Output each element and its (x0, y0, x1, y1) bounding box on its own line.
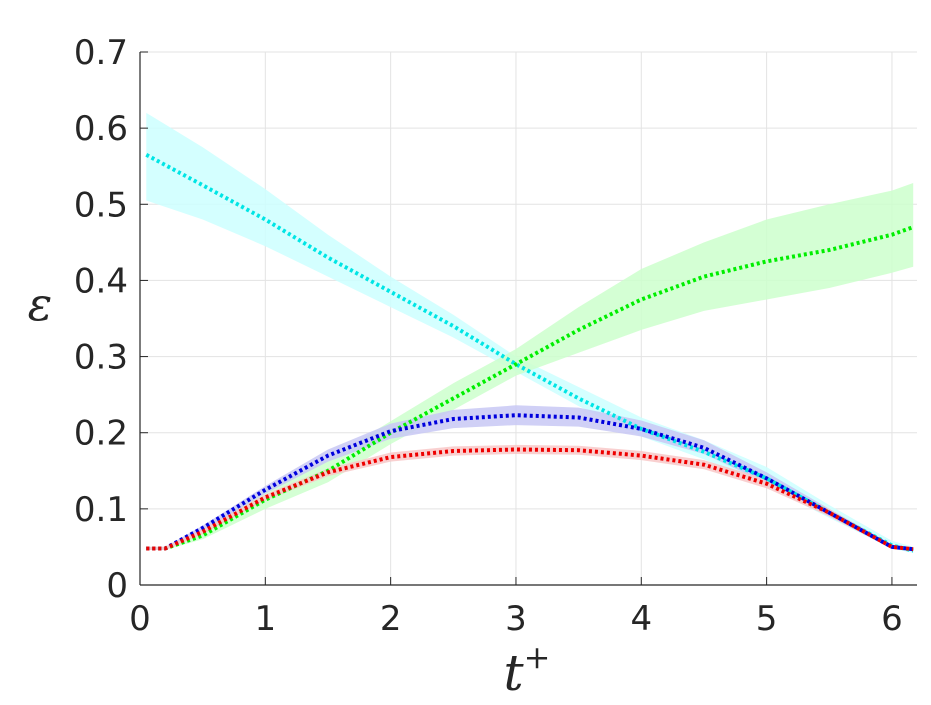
confidence-band-0 (146, 112, 914, 554)
y-tick-label: 0.3 (74, 338, 128, 378)
series-lines (145, 153, 914, 553)
x-tick-label: 0 (129, 599, 151, 639)
confidence-band-1 (146, 183, 914, 550)
y-tick-label: 0.6 (74, 109, 128, 149)
confidence-band-2 (146, 405, 914, 551)
y-tick-label: 0.7 (74, 33, 128, 73)
y-tick-label: 0.2 (74, 414, 128, 454)
x-tick-label: 3 (505, 599, 527, 639)
x-axis-label: t+ (504, 638, 551, 702)
series-line-3 (146, 447, 914, 552)
x-tick-label: 1 (255, 599, 277, 639)
series-line-2 (146, 413, 914, 552)
y-axis-label: ε (28, 277, 53, 331)
x-tick-label: 5 (756, 599, 778, 639)
tick-labels: 0 1 2 3 4 5 6 0 0.1 0.2 0.3 0.4 0.5 0.6 0.7 (74, 33, 903, 639)
y-tick-label: 0 (106, 566, 128, 606)
axes (139, 51, 917, 586)
x-tick-label: 6 (881, 599, 903, 639)
y-tick-label: 0.4 (74, 261, 128, 301)
y-tick-label: 0.5 (74, 185, 128, 225)
series-line-1 (146, 225, 914, 551)
y-tick-label: 0.1 (74, 490, 128, 530)
x-tick-label: 4 (630, 599, 652, 639)
confidence-bands (146, 112, 914, 554)
x-tick-label: 2 (380, 599, 402, 639)
